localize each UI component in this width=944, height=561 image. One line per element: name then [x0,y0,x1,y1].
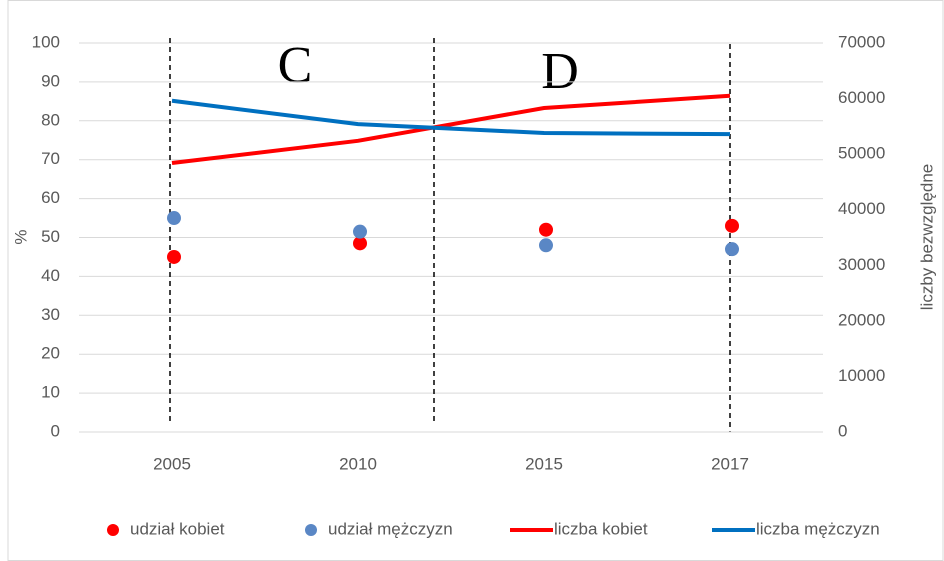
x-tick-label: 2017 [711,454,749,473]
dot [539,222,553,237]
y-tick-label: 30 [41,305,60,324]
y2-axis-label: liczby bezwzględne [917,164,936,310]
annotation: D [541,43,579,100]
y2-tick-label: 60000 [838,88,885,107]
y2-tick-label: 30000 [838,255,885,274]
chart-frame [7,0,944,561]
y-tick-label: 50 [41,227,60,246]
dot [725,242,739,257]
y2-tick-label: 40000 [838,199,885,218]
y-tick-label: 100 [32,32,60,51]
y-tick-label: 90 [41,71,60,90]
dot [539,238,553,253]
y-tick-label: 20 [41,344,60,363]
y2-tick-label: 0 [838,421,847,440]
x-tick-label: 2015 [525,454,563,473]
dot [725,218,739,233]
y-tick-label: 60 [41,188,60,207]
legend-label: udział mężczyzn [328,519,453,538]
dot [167,211,181,226]
dot [353,224,367,239]
y2-tick-label: 20000 [838,310,885,329]
legend-label: liczba kobiet [554,519,648,538]
dot [167,249,181,264]
x-tick-label: 2005 [153,454,191,473]
y-tick-label: 10 [41,383,60,402]
y2-tick-label: 10000 [838,366,885,385]
line-series [171,98,731,137]
legend-label: liczba mężczyzn [756,519,880,538]
y2-tick-label: 50000 [838,144,885,163]
y-tick-label: 70 [41,149,60,168]
line-series [171,93,731,166]
dot [353,236,367,251]
y2-tick-label: 70000 [838,32,885,51]
y-tick-label: 40 [41,266,60,285]
x-tick-label: 2010 [339,454,377,473]
y-tick-label: 0 [51,421,60,440]
legend-marker [305,524,317,536]
y-axis-label: % [11,229,30,244]
legend-label: udział kobiet [130,519,225,538]
annotation: C [278,37,313,94]
y-tick-label: 80 [41,110,60,129]
legend-marker [107,524,119,536]
